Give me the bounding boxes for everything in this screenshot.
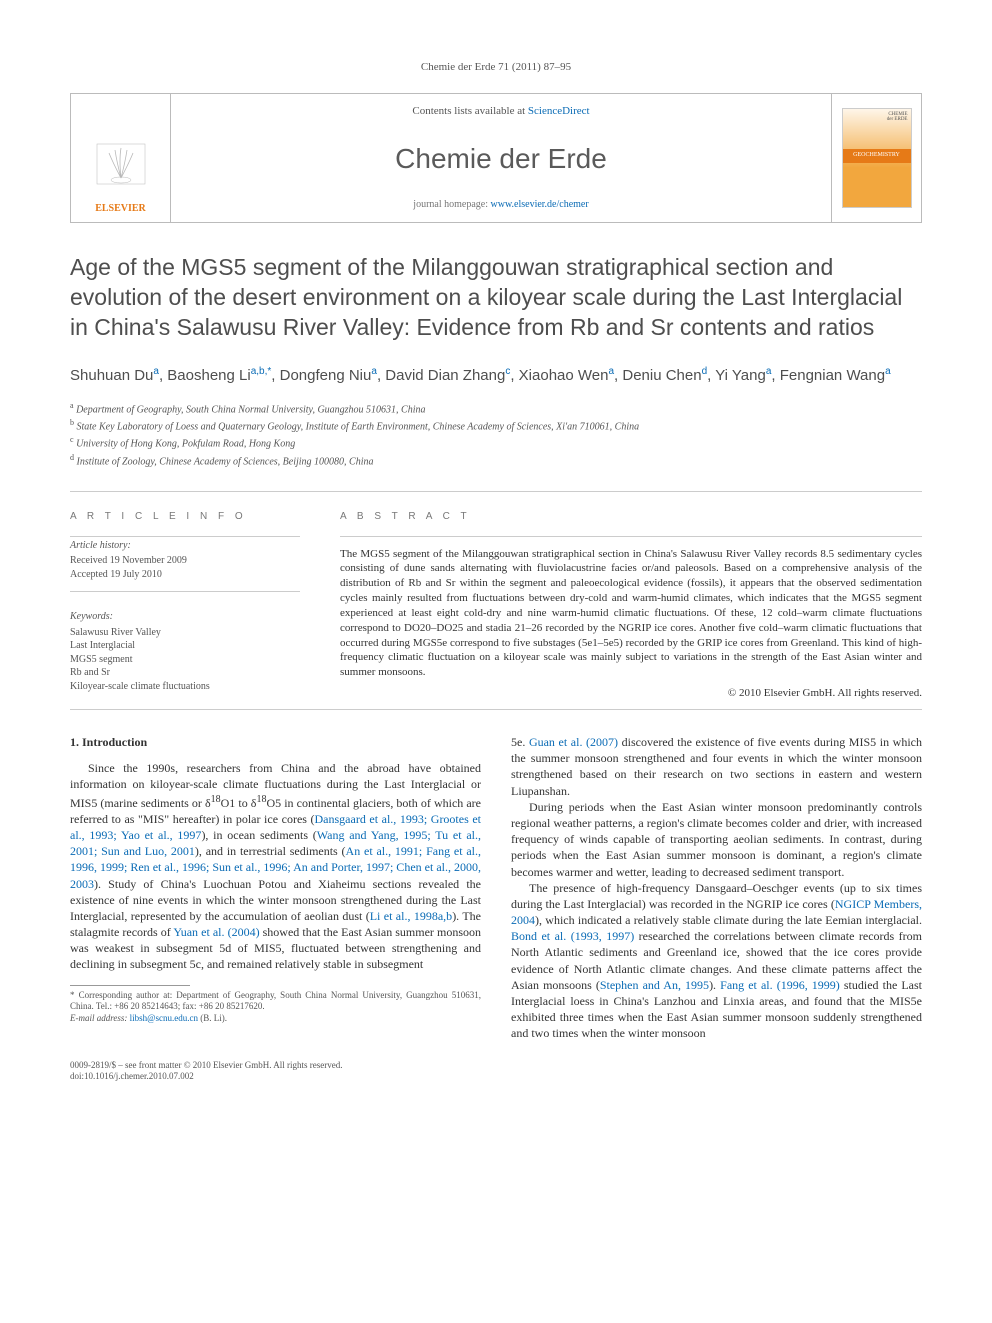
- footnote-separator: [70, 985, 190, 986]
- article-info-heading: A R T I C L E I N F O: [70, 510, 300, 524]
- abstract-heading: A B S T R A C T: [340, 510, 922, 524]
- journal-mid-cell: Contents lists available at ScienceDirec…: [171, 94, 831, 222]
- citation-link[interactable]: Bond et al. (1993, 1997): [511, 929, 634, 943]
- body-paragraph: The presence of high-frequency Dansgaard…: [511, 880, 922, 1042]
- homepage-line: journal homepage: www.elsevier.de/chemer: [413, 198, 588, 212]
- footnote-email-line: E-mail address: libsh@scnu.edu.cn (B. Li…: [70, 1013, 481, 1025]
- journal-title: Chemie der Erde: [395, 140, 607, 178]
- citation-link[interactable]: Fang et al. (1996, 1999): [720, 978, 840, 992]
- affiliation-b: b State Key Laboratory of Loess and Quat…: [70, 417, 922, 434]
- keyword: MGS5 segment: [70, 653, 300, 667]
- elsevier-tree-icon: [91, 138, 151, 198]
- contents-available-line: Contents lists available at ScienceDirec…: [412, 104, 589, 119]
- journal-info-box: ELSEVIER Contents lists available at Sci…: [70, 93, 922, 223]
- affiliation-a: a Department of Geography, South China N…: [70, 400, 922, 417]
- cover-thumb-title: CHEMIEder ERDE: [846, 112, 908, 123]
- citation-link[interactable]: Li et al., 1998a,b: [370, 909, 452, 923]
- history-label: Article history:: [70, 539, 300, 553]
- divider: [70, 591, 300, 592]
- author-list: Shuhuan Dua, Baosheng Lia,b,*, Dongfeng …: [70, 365, 922, 386]
- contents-prefix: Contents lists available at: [412, 105, 527, 117]
- divider: [70, 709, 922, 710]
- journal-cover-thumbnail: CHEMIEder ERDE GEOCHEMISTRY: [842, 108, 912, 208]
- citation-link[interactable]: Stephen and An, 1995: [600, 978, 709, 992]
- keyword: Kiloyear-scale climate fluctuations: [70, 680, 300, 694]
- article-title: Age of the MGS5 segment of the Milanggou…: [70, 253, 922, 343]
- email-link[interactable]: libsh@scnu.edu.cn: [130, 1013, 198, 1023]
- running-header: Chemie der Erde 71 (2011) 87–95: [70, 60, 922, 75]
- body-paragraph: During periods when the East Asian winte…: [511, 799, 922, 880]
- sciencedirect-link[interactable]: ScienceDirect: [528, 105, 590, 117]
- abstract-block: A B S T R A C T The MGS5 segment of the …: [340, 510, 922, 701]
- affiliation-d: d Institute of Zoology, Chinese Academy …: [70, 452, 922, 469]
- publisher-logo-cell: ELSEVIER: [71, 94, 171, 222]
- publisher-name: ELSEVIER: [91, 202, 151, 216]
- homepage-prefix: journal homepage:: [413, 199, 490, 210]
- divider: [340, 536, 922, 537]
- cover-thumb-cell: CHEMIEder ERDE GEOCHEMISTRY: [831, 94, 921, 222]
- section-heading: 1. Introduction: [70, 734, 481, 750]
- cover-thumb-band: GEOCHEMISTRY: [843, 149, 911, 163]
- corresponding-author-footnote: * Corresponding author at: Department of…: [70, 990, 481, 1025]
- keyword: Salawusu River Valley: [70, 626, 300, 640]
- abstract-copyright: © 2010 Elsevier GmbH. All rights reserve…: [340, 686, 922, 701]
- divider: [70, 536, 300, 537]
- front-matter-line: 0009-2819/$ – see front matter © 2010 El…: [70, 1060, 922, 1072]
- homepage-link[interactable]: www.elsevier.de/chemer: [491, 199, 589, 210]
- doi-line: doi:10.1016/j.chemer.2010.07.002: [70, 1071, 922, 1083]
- footnote-text: * Corresponding author at: Department of…: [70, 990, 481, 1013]
- citation-link[interactable]: Yuan et al. (2004): [173, 925, 259, 939]
- keyword: Last Interglacial: [70, 639, 300, 653]
- divider: [70, 491, 922, 492]
- footer-block: 0009-2819/$ – see front matter © 2010 El…: [70, 1060, 922, 1083]
- affiliation-c: c University of Hong Kong, Pokfulam Road…: [70, 434, 922, 451]
- received-date: Received 19 November 2009: [70, 554, 300, 568]
- affiliations: a Department of Geography, South China N…: [70, 400, 922, 469]
- abstract-text: The MGS5 segment of the Milanggouwan str…: [340, 547, 922, 681]
- citation-link[interactable]: Guan et al. (2007): [529, 735, 618, 749]
- elsevier-logo: ELSEVIER: [91, 138, 151, 222]
- keyword: Rb and Sr: [70, 666, 300, 680]
- accepted-date: Accepted 19 July 2010: [70, 568, 300, 582]
- body-paragraph: Since the 1990s, researchers from China …: [70, 760, 481, 972]
- body-columns: 1. Introduction Since the 1990s, researc…: [70, 734, 922, 1042]
- article-info-block: A R T I C L E I N F O Article history: R…: [70, 510, 300, 701]
- keywords-label: Keywords:: [70, 610, 300, 624]
- body-paragraph: 5e. Guan et al. (2007) discovered the ex…: [511, 734, 922, 799]
